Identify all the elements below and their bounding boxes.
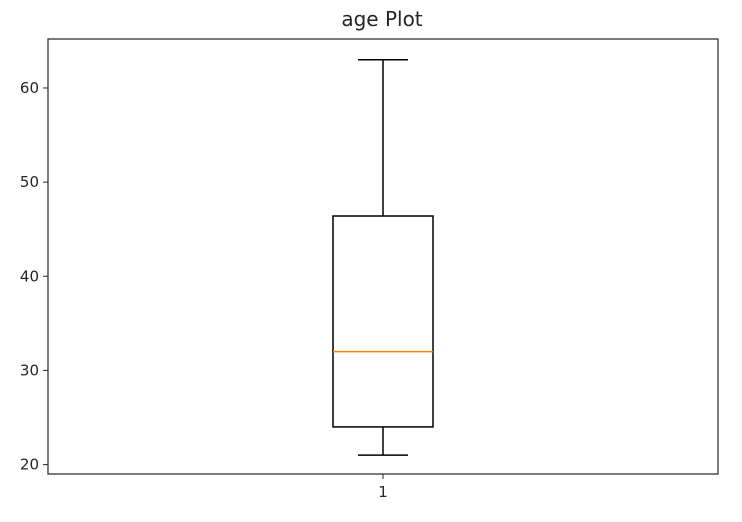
x-tick-label: 1 (378, 483, 388, 501)
y-tick-label: 30 (20, 361, 39, 379)
chart-title: age Plot (341, 7, 422, 31)
y-axis: 20 30 40 50 60 (20, 79, 48, 474)
y-tick-label: 50 (20, 173, 39, 191)
x-axis: 1 (378, 474, 388, 501)
y-tick-label: 40 (20, 267, 39, 285)
plot-marks (332, 58, 434, 456)
y-tick-label: 20 (20, 456, 39, 474)
y-tick-label: 60 (20, 79, 39, 97)
iqr-box (332, 215, 434, 428)
